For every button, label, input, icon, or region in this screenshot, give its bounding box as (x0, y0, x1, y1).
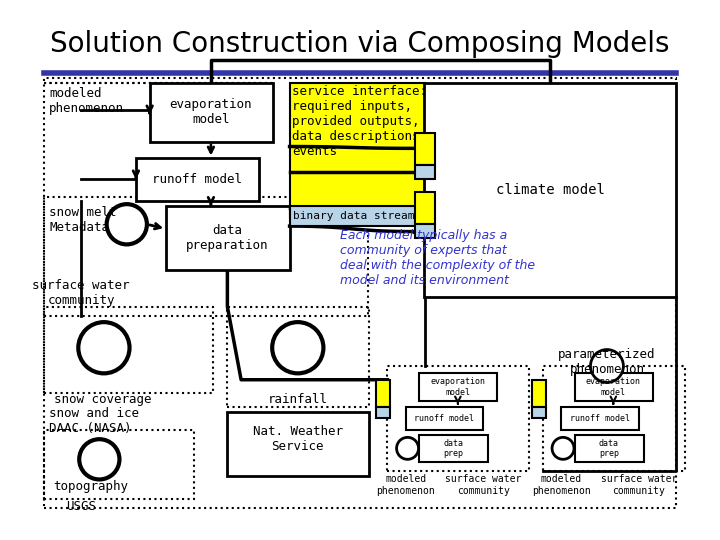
Bar (406, 407, 483, 430)
Bar (387, 366, 529, 471)
Bar (43, 197, 368, 316)
Bar (415, 165, 435, 179)
Bar (415, 192, 435, 224)
Text: snow melt
Metadata: snow melt Metadata (49, 206, 117, 234)
Text: data
preparation: data preparation (186, 224, 269, 252)
Bar (415, 224, 435, 238)
Text: USGS: USGS (66, 501, 96, 514)
Bar (415, 133, 435, 165)
Text: surface water
community: surface water community (32, 279, 130, 307)
Bar (228, 412, 369, 476)
Bar (532, 407, 546, 418)
Text: topography: topography (53, 481, 129, 494)
Text: surface water
community: surface water community (600, 474, 677, 496)
Text: evaporation
model: evaporation model (586, 377, 641, 397)
Circle shape (397, 437, 418, 460)
Circle shape (590, 349, 624, 382)
Bar (228, 307, 369, 407)
Text: modeled
phenomenon: modeled phenomenon (377, 474, 435, 496)
Text: evaporation
model: evaporation model (170, 98, 252, 126)
Text: Solution Construction via Composing Models: Solution Construction via Composing Mode… (50, 30, 670, 58)
Circle shape (107, 204, 147, 245)
Text: Nat. Weather
Service: Nat. Weather Service (253, 425, 343, 453)
Bar (575, 435, 644, 462)
Text: snow and ice
DAAC (NASA): snow and ice DAAC (NASA) (49, 407, 139, 435)
Text: surface water
community: surface water community (445, 474, 522, 496)
Bar (420, 435, 488, 462)
Text: parameterized
phenomenon: parameterized phenomenon (558, 348, 656, 376)
Text: evaporation
model: evaporation model (431, 377, 485, 397)
Text: snow coverage: snow coverage (53, 394, 151, 407)
Text: runoff model: runoff model (152, 173, 242, 186)
Text: runoff model: runoff model (570, 414, 629, 423)
Text: binary data streams: binary data streams (293, 211, 421, 221)
Bar (150, 83, 273, 142)
Text: modeled
phenomenon: modeled phenomenon (532, 474, 590, 496)
Bar (424, 83, 677, 298)
Bar (420, 373, 498, 401)
Bar (289, 206, 425, 226)
Circle shape (272, 322, 323, 373)
Bar (289, 83, 425, 218)
Bar (543, 366, 685, 471)
Bar (377, 380, 390, 407)
Text: climate model: climate model (496, 184, 605, 198)
Text: service interface:
required inputs,
provided outputs,
data descriptions,
events: service interface: required inputs, prov… (292, 85, 428, 158)
Text: data
prep: data prep (444, 438, 463, 458)
Bar (43, 307, 212, 394)
Text: runoff model: runoff model (414, 414, 474, 423)
Bar (561, 407, 639, 430)
Circle shape (79, 439, 120, 480)
Circle shape (552, 437, 574, 460)
Bar (43, 430, 194, 498)
Bar (532, 380, 546, 407)
Bar (43, 78, 677, 508)
Text: modeled
phenomenon: modeled phenomenon (49, 87, 124, 115)
Text: data
prep: data prep (599, 438, 618, 458)
Bar (377, 407, 390, 418)
Text: rainfall: rainfall (268, 394, 328, 407)
Bar (136, 158, 259, 201)
Text: Each model typically has a
community of experts that
deal with the complexity of: Each model typically has a community of … (340, 229, 535, 287)
Bar (575, 373, 652, 401)
Circle shape (78, 322, 130, 373)
Bar (166, 206, 289, 270)
